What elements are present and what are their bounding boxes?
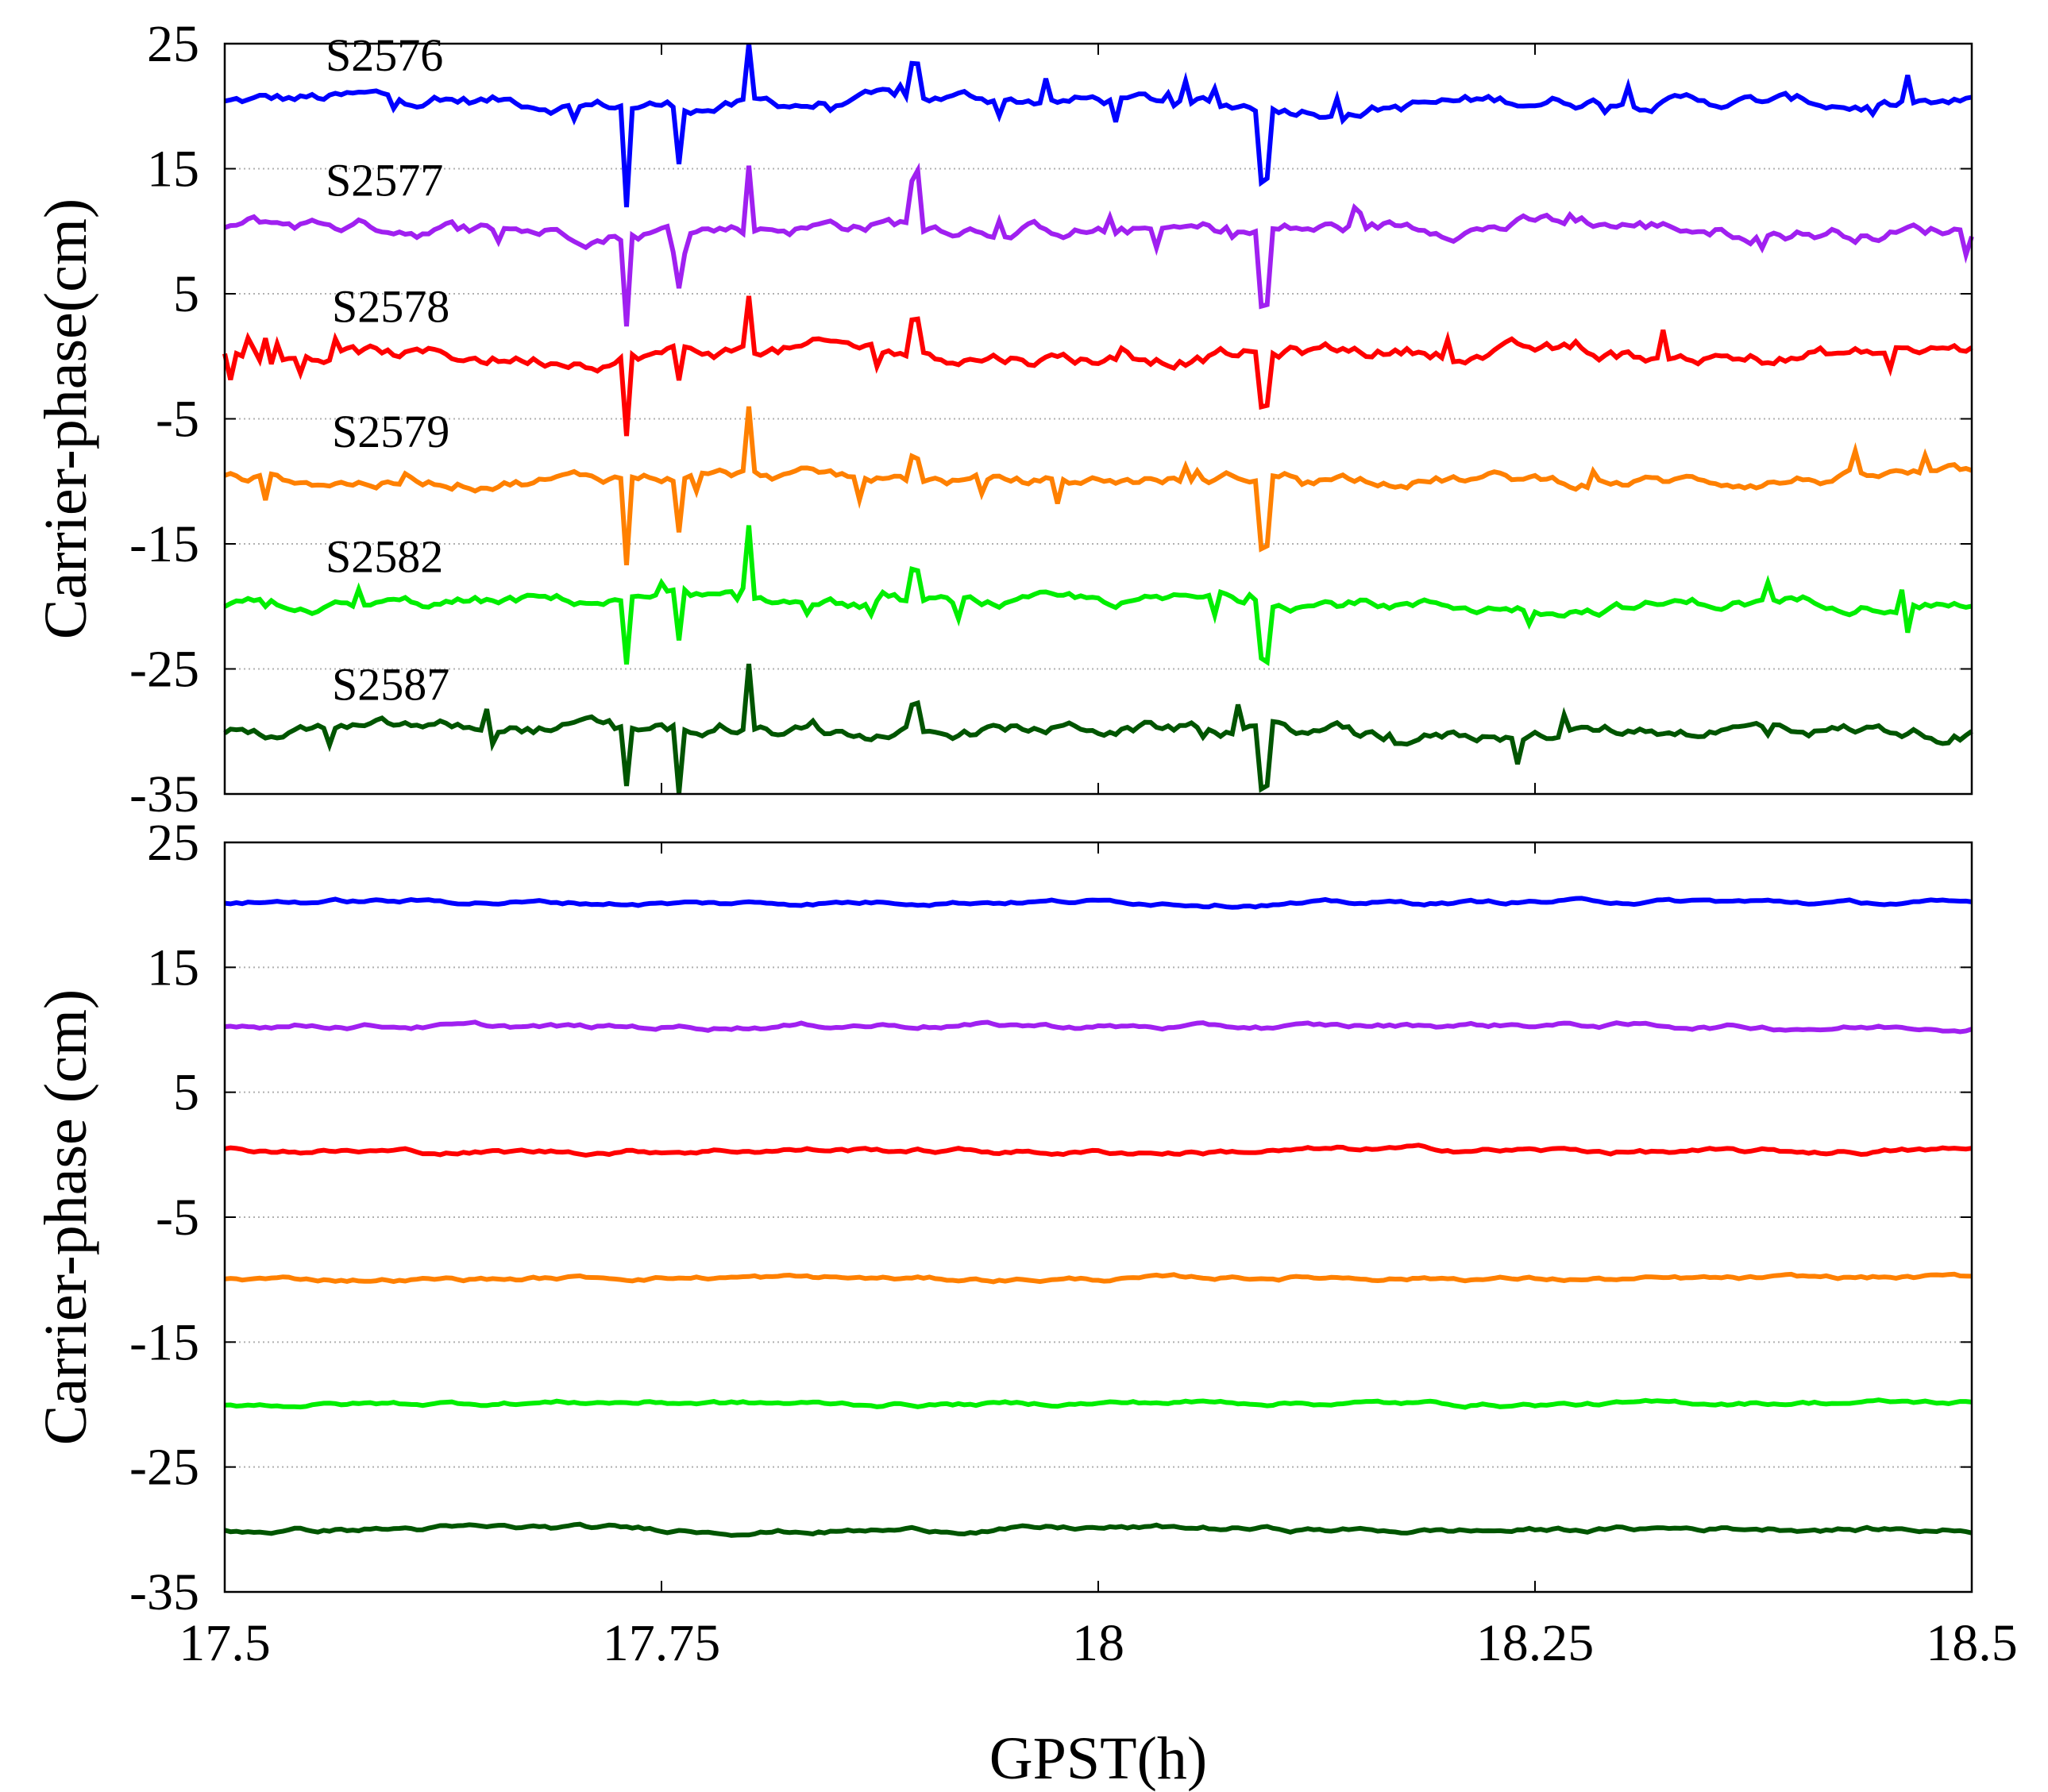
y-tick-label: 15: [147, 938, 199, 996]
y-tick-label: -35: [129, 1563, 199, 1621]
series-line-s2587: [223, 663, 1973, 794]
series-line-s2577: [224, 1019, 1973, 1035]
series-line-s2576: [224, 896, 1973, 910]
y-tick-label: -5: [156, 1189, 199, 1247]
axes-frame: [223, 841, 1973, 1594]
series-label-s2587: S2587: [332, 658, 449, 710]
series-line-s2579: [224, 406, 1973, 565]
series-line-s2587: [224, 1521, 1973, 1538]
series-line-s2582: [224, 1397, 1973, 1410]
series-label-s2577: S2577: [326, 155, 443, 206]
series-line-s2576: [224, 43, 1973, 208]
y-tick-label: -25: [129, 1439, 199, 1497]
y-tick-label: -25: [129, 641, 199, 699]
series-label-s2579: S2579: [332, 406, 449, 457]
series-line-s2582: [223, 525, 1973, 666]
series-label-s2578: S2578: [332, 281, 449, 333]
x-tick-label: 18: [1072, 1614, 1124, 1672]
series-line-s2578: [222, 295, 1973, 437]
x-axis-title: GPST(h): [989, 1725, 1207, 1792]
x-tick-label: 17.5: [179, 1614, 271, 1672]
x-tick-label: 17.75: [603, 1614, 721, 1672]
series-line-s2579: [224, 1271, 1973, 1285]
y-tick-label: -35: [129, 765, 199, 823]
series-line-s2578: [224, 1143, 1973, 1158]
y-tick-label: 5: [173, 1064, 199, 1122]
y-tick-label: -15: [129, 515, 199, 573]
series-line-s2577: [224, 162, 1974, 327]
y-tick-label: -5: [156, 391, 199, 449]
y-tick-label: 25: [147, 814, 199, 872]
y-axis-title: Carrier-phase (cm): [33, 989, 99, 1446]
series-label-s2576: S2576: [326, 29, 443, 81]
y-axis-title: Carrier-phase(cm): [33, 198, 99, 640]
y-tick-label: -15: [129, 1313, 199, 1371]
x-tick-label: 18.5: [1926, 1614, 2018, 1672]
y-tick-label: 5: [173, 265, 199, 323]
panel-top: 25 15 5 -5 -15 -25 -35 S2576 S2577 S2578 S2579 S258…: [33, 15, 1974, 823]
y-tick-label: 15: [147, 141, 199, 198]
y-tick-label: 25: [147, 15, 199, 73]
axes-frame: [223, 42, 1973, 796]
series-label-s2582: S2582: [326, 531, 443, 583]
x-tick-label: 18.25: [1476, 1614, 1595, 1672]
